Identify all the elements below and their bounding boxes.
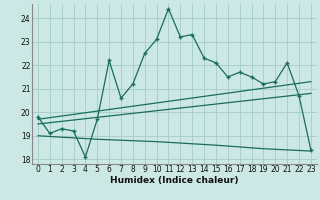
X-axis label: Humidex (Indice chaleur): Humidex (Indice chaleur) <box>110 176 239 185</box>
